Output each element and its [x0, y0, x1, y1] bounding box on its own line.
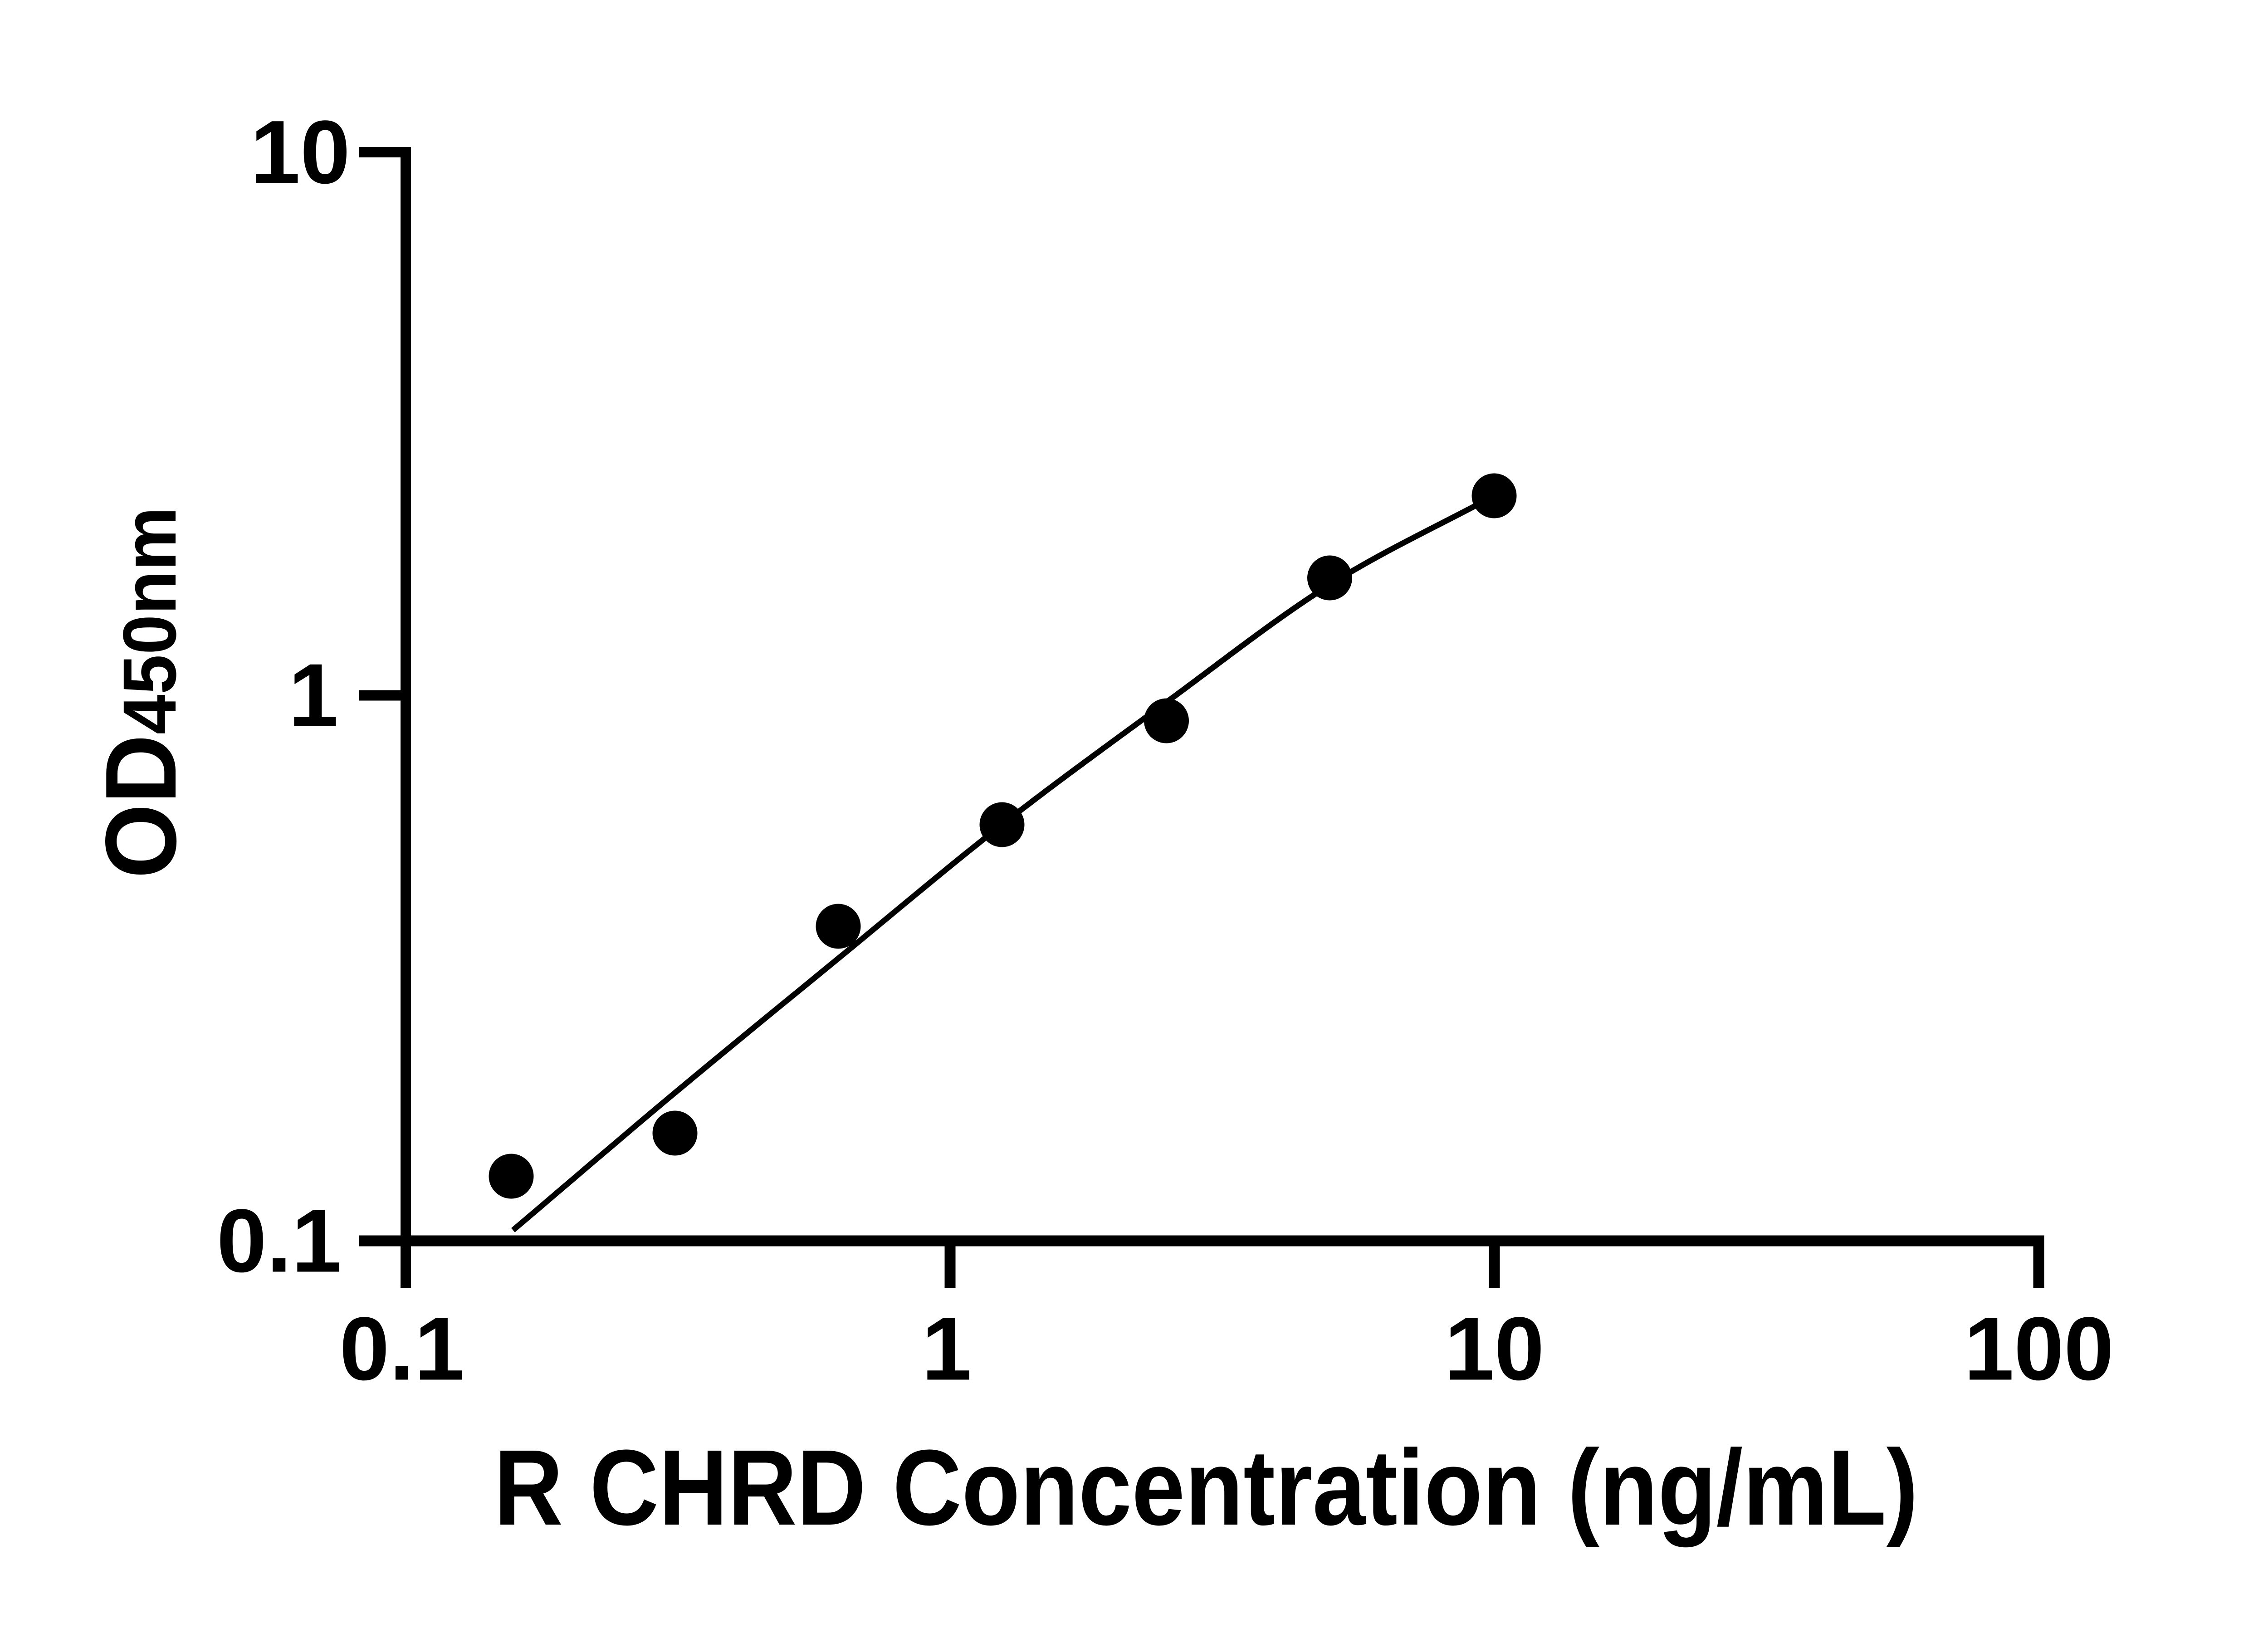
svg-text:100: 100	[1964, 1299, 2114, 1399]
svg-text:R CHRD Concentration (ng/mL): R CHRD Concentration (ng/mL)	[494, 1428, 1918, 1548]
svg-text:0.1: 0.1	[339, 1299, 464, 1399]
svg-text:10: 10	[1444, 1299, 1544, 1399]
svg-text:10: 10	[250, 102, 350, 202]
svg-text:1: 1	[288, 645, 338, 745]
svg-text:0.1: 0.1	[217, 1191, 342, 1291]
svg-text:1: 1	[922, 1299, 972, 1399]
